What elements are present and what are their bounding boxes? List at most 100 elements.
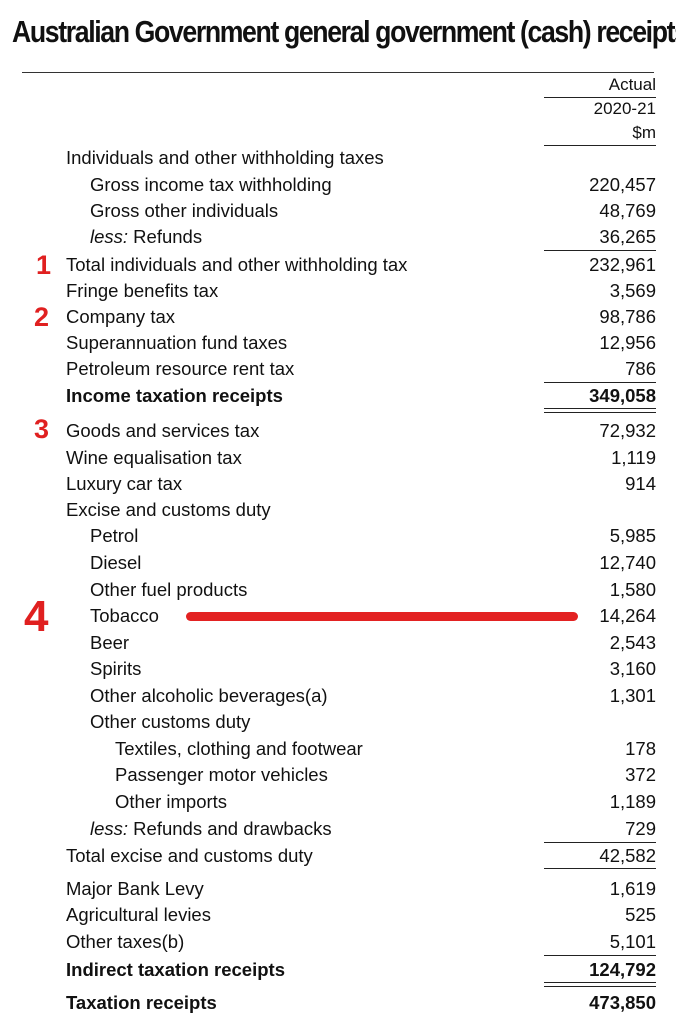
- table-row: Individuals and other withholding taxes: [0, 145, 676, 171]
- header-rule-top: [544, 97, 656, 98]
- table-row-total: Indirect taxation receipts 124,792: [0, 957, 676, 983]
- title-divider: [22, 72, 654, 73]
- table-row: Passenger motor vehicles 372: [0, 762, 676, 788]
- table-row: Company tax 98,786: [0, 304, 676, 330]
- row-value: 914: [625, 473, 656, 494]
- row-value: 124,792: [589, 959, 656, 980]
- row-value: 786: [625, 358, 656, 379]
- table-row: less: Refunds 36,265: [0, 224, 676, 250]
- table-row: Beer 2,543: [0, 630, 676, 656]
- row-label: Income taxation receipts: [66, 385, 283, 406]
- row-label: less: Refunds: [90, 224, 202, 250]
- row-label: Excise and customs duty: [66, 499, 271, 520]
- row-value: 473,850: [589, 992, 656, 1013]
- table-row: Other imports 1,189: [0, 789, 676, 815]
- row-value: 1,189: [609, 791, 656, 812]
- row-label: Major Bank Levy: [66, 878, 204, 899]
- row-value: 1,119: [611, 447, 656, 468]
- subtotal-rule: [544, 868, 656, 869]
- less-prefix: less:: [90, 226, 129, 247]
- row-label: Petroleum resource rent tax: [66, 358, 295, 379]
- table-row: less: Refunds and drawbacks 729: [0, 816, 676, 842]
- row-value: 14,264: [599, 605, 656, 626]
- row-label: Tobacco: [90, 605, 159, 626]
- table-row: Petroleum resource rent tax 786: [0, 356, 676, 382]
- table-row: Other customs duty: [0, 709, 676, 735]
- column-header-year: 2020-21: [593, 99, 656, 118]
- row-value: 2,543: [609, 632, 656, 653]
- row-label: Passenger motor vehicles: [115, 764, 328, 785]
- highlight-underline: [186, 612, 578, 621]
- row-label: Beer: [90, 632, 130, 653]
- table-row: Excise and customs duty: [0, 497, 676, 523]
- row-label: Total individuals and other withholding …: [66, 254, 408, 275]
- row-label: Textiles, clothing and footwear: [115, 738, 363, 759]
- subtotal-rule: [544, 955, 656, 956]
- table-row: Luxury car tax 914: [0, 471, 676, 497]
- table-row: Petrol 5,985: [0, 523, 676, 549]
- table-row: Other alcoholic beverages(a) 1,301: [0, 683, 676, 709]
- row-value: 232,961: [589, 254, 656, 275]
- column-header-actual: Actual: [608, 75, 656, 94]
- table-row: Textiles, clothing and footwear 178: [0, 736, 676, 762]
- row-value: 729: [625, 818, 656, 839]
- row-value: 1,301: [609, 685, 656, 706]
- row-label: Other alcoholic beverages(a): [90, 685, 328, 706]
- table-row-total: Income taxation receipts 349,058: [0, 383, 676, 409]
- row-label: Taxation receipts: [66, 992, 217, 1013]
- annotation-marker-3: 3: [34, 414, 50, 444]
- row-label-text: Refunds and drawbacks: [128, 818, 332, 839]
- row-label: Gross income tax withholding: [90, 174, 332, 195]
- table-row: Agricultural levies 525: [0, 902, 676, 928]
- page-title: Australian Government general government…: [12, 14, 676, 49]
- annotation-marker-4: 4: [24, 592, 49, 641]
- annotation-marker-1: 1: [36, 250, 52, 280]
- table-row: Diesel 12,740: [0, 550, 676, 576]
- row-value: 3,160: [609, 658, 656, 679]
- total-double-rule: [544, 408, 656, 413]
- row-label: Other taxes(b): [66, 931, 185, 952]
- row-label: Other imports: [115, 791, 228, 812]
- row-value: 1,619: [609, 878, 656, 899]
- row-value: 48,769: [599, 200, 656, 221]
- row-value: 349,058: [589, 385, 656, 406]
- table-row: Other fuel products 1,580: [0, 577, 676, 603]
- table-row: Wine equalisation tax 1,119: [0, 445, 676, 471]
- table-row: Total individuals and other withholding …: [0, 252, 676, 278]
- less-prefix: less:: [90, 818, 129, 839]
- row-value: 5,985: [609, 525, 656, 546]
- table-row: Spirits 3,160: [0, 656, 676, 682]
- row-label: Agricultural levies: [66, 904, 211, 925]
- table-row: Fringe benefits tax 3,569: [0, 278, 676, 304]
- table-row: Goods and services tax 72,932: [0, 418, 676, 444]
- row-label: Spirits: [90, 658, 142, 679]
- row-label: less: Refunds and drawbacks: [90, 816, 332, 842]
- subtotal-rule: [544, 842, 656, 843]
- row-label: Fringe benefits tax: [66, 280, 219, 301]
- row-value: 36,265: [599, 226, 656, 247]
- row-value: 372: [625, 764, 656, 785]
- table-row: Total excise and customs duty 42,582: [0, 843, 676, 869]
- table-row: Gross income tax withholding 220,457: [0, 172, 676, 198]
- row-label: Total excise and customs duty: [66, 845, 313, 866]
- row-value: 72,932: [599, 420, 656, 441]
- row-label: Company tax: [66, 306, 175, 327]
- table-row-grand-total: Taxation receipts 473,850: [0, 990, 676, 1016]
- row-label-text: Refunds: [128, 226, 203, 247]
- row-label: Superannuation fund taxes: [66, 332, 288, 353]
- row-value: 525: [625, 904, 656, 925]
- row-value: 5,101: [609, 931, 656, 952]
- column-header-unit: $m: [632, 123, 656, 142]
- total-double-rule: [544, 982, 656, 987]
- row-label: Other fuel products: [90, 579, 248, 600]
- row-value: 220,457: [589, 174, 656, 195]
- table-row: Major Bank Levy 1,619: [0, 876, 676, 902]
- table-row: Other taxes(b) 5,101: [0, 929, 676, 955]
- row-value: 98,786: [599, 306, 656, 327]
- row-label: Goods and services tax: [66, 420, 260, 441]
- table-row: Gross other individuals 48,769: [0, 198, 676, 224]
- row-value: 12,956: [599, 332, 656, 353]
- row-label: Other customs duty: [90, 711, 251, 732]
- table-row: Tobacco 14,264: [0, 603, 676, 629]
- row-label: Luxury car tax: [66, 473, 183, 494]
